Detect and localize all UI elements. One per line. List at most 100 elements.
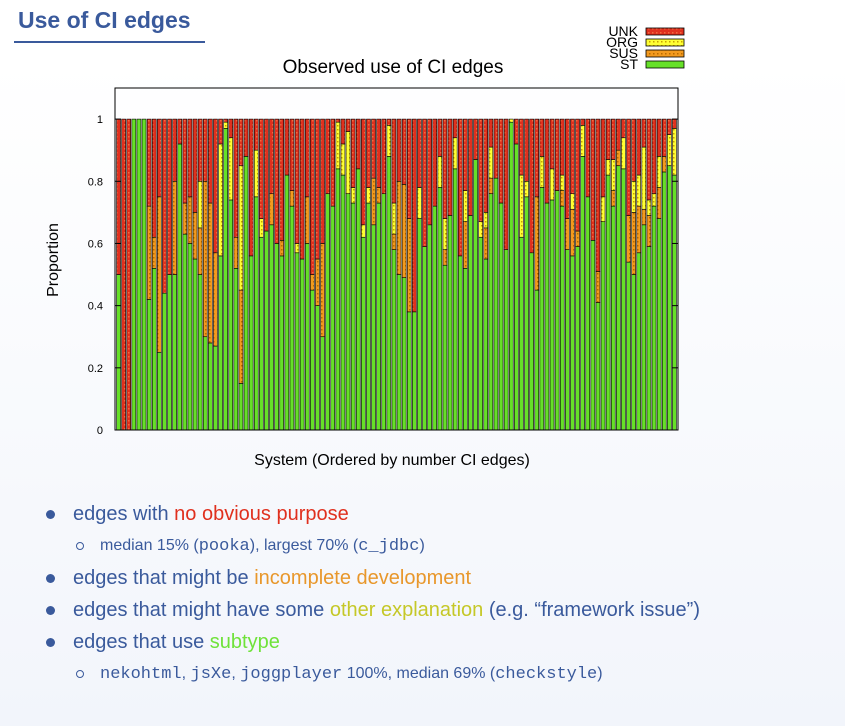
bar-unk-26 [248, 118, 254, 257]
bullet-text: edges with [73, 503, 175, 525]
sub-bullet-item: nekohtml, jsXe, joggplayer 100%, median … [40, 658, 840, 690]
bar-unk-99 [621, 118, 626, 139]
bar-sus-68 [463, 221, 468, 269]
bar-st-58 [412, 311, 417, 431]
bar-st-102 [636, 252, 642, 431]
bar-unk-95 [600, 118, 606, 198]
bar-unk-36 [299, 118, 305, 260]
bar-sus-37 [304, 196, 310, 244]
bullet-dot-icon [46, 510, 55, 519]
bar-org-108 [667, 134, 672, 167]
bar-unk-93 [590, 118, 596, 241]
bar-org-101 [631, 180, 636, 213]
bar-st-13 [182, 233, 188, 431]
bar-sus-13 [182, 202, 188, 235]
bar-unk-8 [157, 118, 162, 198]
title-underline [14, 41, 205, 43]
legend-label-sus: SUS [609, 45, 638, 61]
bar-unk-25 [243, 118, 249, 157]
bar-unk-46 [350, 118, 356, 188]
bar-unk-10 [167, 118, 172, 275]
bar-unk-33 [284, 118, 290, 176]
bullet-item: edges that use subtype [40, 626, 840, 658]
bar-sus-72 [483, 227, 489, 260]
bar-unk-44 [340, 118, 346, 145]
bar-st-82 [534, 289, 540, 431]
bar-unk-100 [626, 118, 631, 216]
bar-st-88 [565, 249, 570, 431]
legend-swatch-st [645, 60, 685, 69]
bar-st-6 [146, 299, 152, 431]
bar-unk-80 [524, 118, 529, 182]
bar-st-109 [672, 174, 677, 431]
bar-unk-18 [208, 118, 213, 204]
bullet-text: jsXe [190, 665, 232, 684]
bar-st-27 [253, 196, 259, 431]
bar-st-26 [248, 255, 254, 431]
bar-st-11 [172, 274, 177, 431]
bar-st-59 [417, 218, 422, 431]
bar-sus-97 [610, 190, 616, 207]
bullet-text: joggplayer [240, 665, 343, 684]
bar-sus-40 [320, 243, 325, 338]
bar-unk-21 [223, 118, 228, 123]
bar-st-65 [447, 215, 453, 431]
bullet-dot-icon [46, 606, 55, 615]
bar-sus-98 [616, 149, 621, 167]
bar-st-61 [427, 224, 432, 431]
bar-unk-13 [182, 118, 188, 204]
bar-sus-106 [656, 187, 662, 219]
bar-unk-65 [447, 118, 453, 216]
bars-group [116, 118, 677, 431]
bar-unk-86 [554, 118, 560, 191]
bar-org-27 [253, 149, 259, 198]
bar-unk-72 [483, 118, 489, 213]
bar-st-18 [208, 342, 213, 431]
bar-org-77 [508, 118, 514, 123]
bullet-text: (e.g. “framework issue”) [483, 599, 700, 621]
bar-org-21 [223, 121, 228, 129]
bar-unk-40 [320, 118, 325, 244]
bar-unk-23 [233, 118, 239, 238]
bar-unk-81 [529, 118, 534, 254]
bar-sus-88 [565, 218, 570, 250]
bar-st-40 [320, 336, 325, 431]
bar-unk-68 [463, 118, 468, 191]
bar-st-14 [187, 243, 193, 431]
bar-unk-109 [672, 118, 677, 129]
bar-unk-105 [651, 118, 657, 195]
bar-sus-14 [187, 196, 193, 244]
bar-unk-92 [585, 118, 591, 198]
y-tick-label: 0.8 [88, 176, 103, 188]
bar-st-7 [151, 268, 157, 431]
bar-st-94 [595, 302, 601, 431]
bar-st-79 [519, 236, 524, 431]
bar-st-49 [366, 202, 371, 431]
bar-st-108 [667, 165, 672, 431]
bar-unk-50 [371, 118, 376, 179]
bar-unk-89 [570, 118, 575, 195]
bar-st-16 [197, 274, 203, 431]
bar-unk-59 [417, 118, 422, 188]
bar-org-16 [197, 180, 203, 229]
bar-unk-76 [503, 118, 509, 250]
bar-sus-15 [192, 212, 198, 260]
bar-unk-30 [269, 118, 274, 195]
bar-st-23 [233, 268, 239, 431]
bar-st-64 [442, 264, 448, 431]
bar-unk-60 [422, 118, 427, 247]
bullet-item: edges that might be incomplete developme… [40, 562, 840, 594]
bar-st-98 [616, 165, 621, 431]
bar-unk-69 [468, 118, 473, 216]
bar-sus-73 [488, 177, 494, 195]
bar-unk-94 [595, 118, 601, 272]
bar-unk-34 [289, 118, 295, 191]
bar-st-53 [386, 156, 392, 431]
bar-st-63 [437, 187, 443, 431]
bar-org-97 [610, 159, 616, 191]
bar-st-86 [554, 190, 560, 431]
bar-unk-0 [116, 118, 121, 275]
bar-unk-97 [610, 118, 616, 160]
bar-st-92 [585, 196, 591, 431]
bar-st-80 [524, 196, 529, 431]
